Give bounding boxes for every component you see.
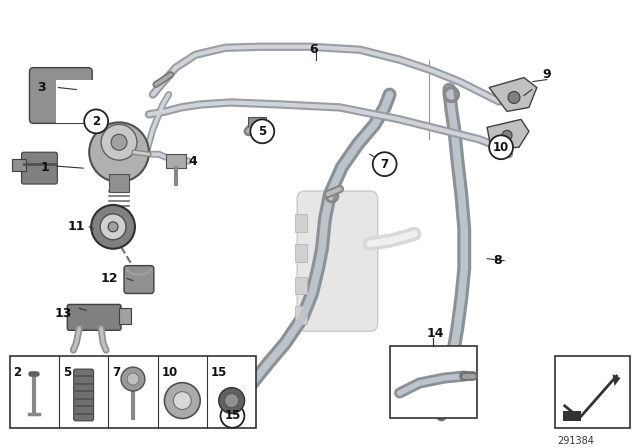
Text: 9: 9 [543, 68, 551, 81]
Circle shape [250, 119, 274, 143]
FancyBboxPatch shape [124, 266, 154, 293]
Circle shape [502, 130, 512, 140]
Circle shape [173, 392, 191, 409]
FancyBboxPatch shape [29, 68, 92, 123]
Text: 2: 2 [92, 115, 100, 128]
Polygon shape [489, 78, 537, 112]
Bar [56, 80, 94, 112]
Text: 12: 12 [100, 272, 118, 285]
Bar [555, 356, 630, 428]
Circle shape [84, 109, 108, 134]
Circle shape [164, 383, 200, 418]
Text: 13: 13 [54, 307, 72, 320]
Circle shape [89, 122, 149, 182]
Text: 291384: 291384 [557, 436, 594, 446]
Text: 5: 5 [258, 125, 266, 138]
Bar [295, 244, 307, 262]
Circle shape [372, 152, 397, 176]
Text: 1: 1 [41, 161, 50, 174]
Bar [295, 306, 307, 324]
Text: 8: 8 [493, 254, 501, 267]
FancyBboxPatch shape [67, 305, 121, 330]
Bar [56, 103, 94, 123]
Text: 10: 10 [493, 141, 509, 154]
FancyBboxPatch shape [297, 191, 378, 331]
Circle shape [91, 205, 135, 249]
Bar [12, 159, 26, 171]
Bar [563, 411, 580, 421]
Circle shape [219, 388, 244, 414]
Circle shape [221, 404, 244, 428]
Text: 15: 15 [224, 409, 241, 422]
Bar [166, 154, 186, 168]
Circle shape [111, 134, 127, 150]
Text: 10: 10 [162, 366, 178, 379]
Circle shape [101, 125, 137, 160]
Text: 14: 14 [427, 327, 444, 340]
Bar [390, 346, 477, 418]
Text: 4: 4 [188, 155, 197, 168]
Text: 7: 7 [381, 158, 388, 171]
Bar [248, 117, 266, 127]
Circle shape [121, 367, 145, 391]
Circle shape [108, 222, 118, 232]
FancyBboxPatch shape [22, 152, 58, 184]
Bar [109, 174, 129, 192]
Text: 5: 5 [63, 366, 71, 379]
Circle shape [225, 394, 239, 408]
Circle shape [508, 91, 520, 103]
Circle shape [127, 373, 139, 385]
Text: 11: 11 [67, 220, 85, 233]
Circle shape [100, 214, 126, 240]
Circle shape [489, 135, 513, 159]
Text: 15: 15 [211, 366, 227, 379]
Bar [295, 214, 307, 232]
Bar [295, 276, 307, 294]
Text: 3: 3 [37, 81, 45, 94]
Bar [10, 356, 257, 428]
Text: 2: 2 [13, 366, 22, 379]
Polygon shape [487, 119, 529, 149]
Polygon shape [612, 374, 620, 386]
Text: 6: 6 [310, 43, 318, 56]
Bar [119, 308, 131, 324]
Text: 7: 7 [112, 366, 120, 379]
FancyBboxPatch shape [74, 369, 93, 421]
